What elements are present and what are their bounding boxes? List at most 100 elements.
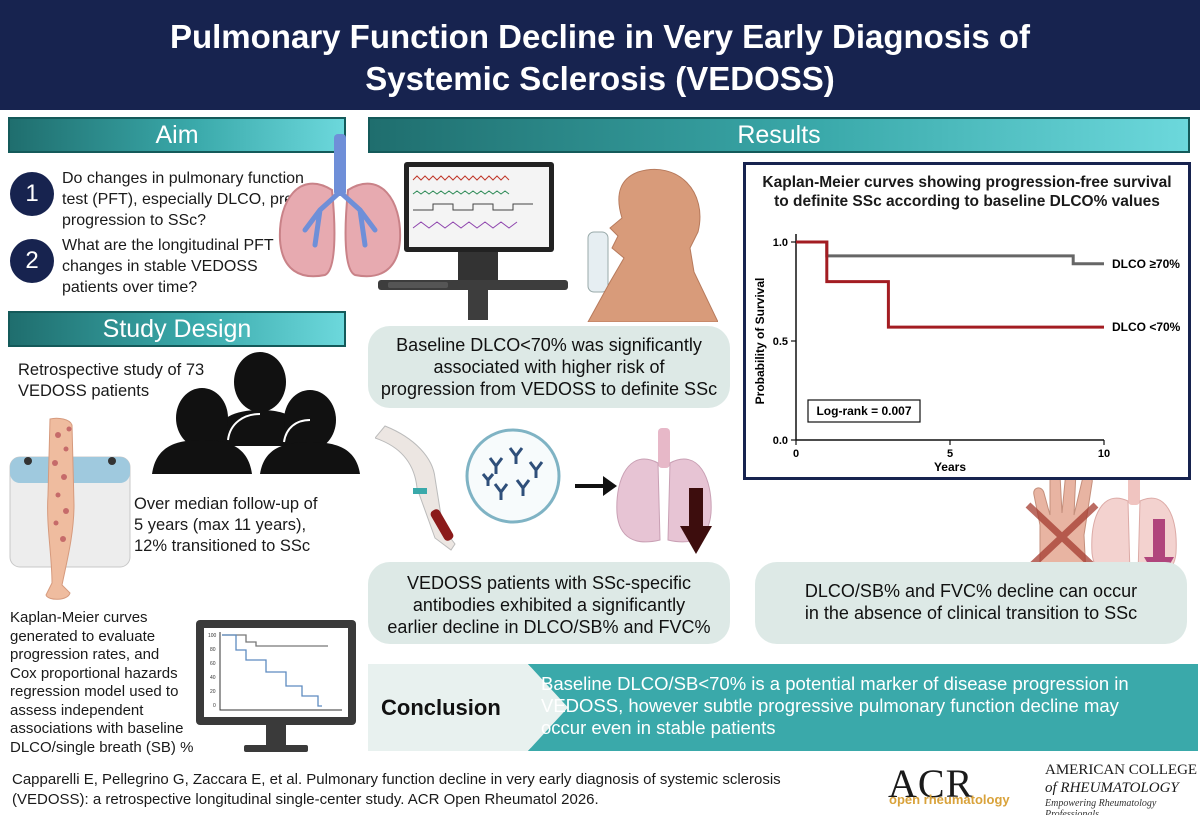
finding-2-line: antibodies exhibited a significantly — [412, 595, 686, 615]
aim-item-1-line: progression to SSc? — [62, 212, 207, 229]
methods-text: Kaplan-Meier curves generated to evaluat… — [10, 609, 210, 757]
keyboard-icon — [388, 282, 448, 288]
mini-tick: 0 — [213, 703, 216, 709]
methods-line: associations with baseline — [10, 720, 184, 737]
acr-open-rheumatology-logo: open rheumatology — [889, 792, 1010, 807]
mini-tick: 40 — [210, 675, 216, 681]
methods-line: generated to evaluate — [10, 627, 156, 645]
methods-line: regression model used to — [10, 683, 179, 700]
aim-item-1-line: test (PFT), especially DLCO, predict — [62, 191, 319, 208]
finding-3-bubble: DLCO/SB% and FVC% decline can occur in t… — [755, 562, 1187, 644]
lung-icon — [616, 458, 661, 543]
conclusion-background — [368, 664, 1198, 751]
citation: Capparelli E, Pellegrino G, Zaccara E, e… — [12, 770, 872, 810]
conclusion-label: Conclusion — [381, 695, 501, 720]
km-title-line: to definite SSc according to baseline DL… — [774, 193, 1160, 210]
title-line-2: Systemic Sclerosis (VEDOSS) — [365, 60, 835, 97]
hand-lungs-illustration — [1025, 465, 1177, 583]
conclusion-line: VEDOSS, however subtle progressive pulmo… — [541, 695, 1119, 716]
km-chart-title: Kaplan-Meier curves showing progression-… — [746, 173, 1188, 211]
aim-number-2: 2 — [10, 239, 54, 283]
x-tick-label: 0 — [793, 448, 799, 460]
antibody-illustration — [375, 425, 712, 554]
finding-3-line: in the absence of clinical transition to… — [804, 603, 1138, 623]
results-heading-bar: Results — [368, 117, 1190, 153]
series-label: DLCO ≥70% — [1112, 257, 1180, 271]
x-tick-label: 5 — [947, 448, 953, 460]
college-logo-line1: AMERICAN COLLEGE — [1045, 762, 1198, 778]
retrospective-text: Retrospective study of 73 VEDOSS patient… — [18, 360, 238, 402]
acr-logo: ACR — [888, 761, 974, 806]
pft-illustration — [378, 162, 718, 322]
methods-line: Cox proportional hazards — [10, 664, 178, 682]
km-chart: 0 5 10 0.0 0.5 1.0 Years Probability of Surviva… — [753, 234, 1181, 474]
results-heading: Results — [737, 121, 821, 149]
mini-tick: 60 — [210, 661, 216, 667]
y-tick-label: 0.5 — [773, 336, 788, 348]
calendar-leg-illustration — [9, 417, 131, 600]
y-tick-label: 0.0 — [773, 435, 788, 447]
mini-tick: 80 — [210, 647, 216, 653]
followup-line: Over median follow-up of — [134, 495, 318, 513]
spirometer-icon — [587, 231, 609, 293]
antibody-circle — [465, 428, 561, 524]
followup-line: 12% transitioned to SSc — [134, 537, 311, 555]
conclusion-text: Baseline DLCO/SB<70% is a potential mark… — [541, 673, 1200, 739]
conclusion-box: Conclusion Baseline DLCO/SB<70% is a pot… — [368, 664, 1198, 751]
y-tick-label: 1.0 — [773, 237, 788, 249]
retrospective-line: VEDOSS patients — [18, 382, 150, 400]
blood-tube-icon — [430, 509, 454, 541]
x-axis-label: Years — [934, 460, 966, 474]
y-axis-label: Probability of Survival — [753, 278, 767, 405]
finding-2-line: VEDOSS patients with SSc-specific — [406, 573, 692, 593]
title-line-1: Pulmonary Function Decline in Very Early… — [169, 18, 1031, 55]
study-design-heading: Study Design — [102, 315, 252, 343]
aim-item-1-line: Do changes in pulmonary function — [62, 170, 304, 187]
finding-1-bubble: Baseline DLCO<70% was significantly asso… — [368, 326, 730, 408]
aim-heading: Aim — [155, 121, 199, 149]
km-title-line: Kaplan-Meier curves showing progression-… — [762, 174, 1172, 191]
citation-line: Capparelli E, Pellegrino G, Zaccara E, e… — [12, 771, 781, 788]
methods-line: Kaplan-Meier curves — [10, 609, 148, 626]
finding-1-line: associated with higher risk of — [433, 357, 665, 377]
monitor-illustration: 100 80 60 40 20 0 — [196, 620, 356, 752]
citation-line: (VEDOSS): a retrospective longitudinal s… — [12, 791, 599, 808]
patients-icon — [152, 352, 360, 474]
followup-line: 5 years (max 11 years), — [134, 516, 307, 534]
km-chart-panel: Kaplan-Meier curves showing progression-… — [743, 162, 1191, 480]
finding-1-line: Baseline DLCO<70% was significantly — [396, 335, 702, 355]
patient-head-icon — [587, 169, 718, 322]
x-tick-label: 10 — [1098, 448, 1110, 460]
methods-line: assess independent — [10, 701, 144, 719]
mini-tick: 100 — [208, 633, 217, 639]
aim-item-2: What are the longitudinal PFT changes in… — [62, 235, 332, 298]
aim-item-1: Do changes in pulmonary function test (P… — [62, 168, 332, 231]
logrank-annotation: Log-rank = 0.007 — [816, 404, 911, 418]
aim-item-2-line: patients over time? — [62, 279, 198, 296]
followup-text: Over median follow-up of 5 years (max 11… — [134, 494, 344, 557]
methods-line: progression rates, and — [10, 646, 160, 663]
leg-icon — [45, 417, 75, 600]
mini-tick: 20 — [210, 689, 216, 695]
finding-2-bubble: VEDOSS patients with SSc-specific antibo… — [368, 562, 730, 644]
aim-number-1: 1 — [10, 172, 54, 216]
header-banner: Pulmonary Function Decline in Very Early… — [0, 0, 1200, 110]
trachea-icon — [334, 134, 346, 196]
aim-item-2-line: changes in stable VEDOSS — [62, 258, 258, 275]
series-line-dlco-high — [796, 240, 1104, 266]
lungs-illustration — [278, 134, 402, 278]
college-logo-tagline: Empowering Rheumatology Professionals — [1045, 798, 1157, 815]
aim-heading-bar: Aim — [8, 117, 346, 153]
conclusion-line: Baseline DLCO/SB<70% is a potential mark… — [541, 673, 1129, 694]
retrospective-line: Retrospective study of 73 — [18, 361, 205, 379]
methods-line: DLCO/single breath (SB) % — [10, 738, 194, 756]
study-design-heading-bar: Study Design — [8, 311, 346, 347]
series-label: DLCO <70% — [1112, 320, 1181, 334]
arrow-icon — [603, 476, 617, 496]
finding-2-line: earlier decline in DLCO/SB% and FVC% — [387, 617, 711, 637]
finding-3-line: DLCO/SB% and FVC% decline can occur — [804, 581, 1138, 601]
finding-1-line: progression from VEDOSS to definite SSc — [380, 379, 718, 399]
conclusion-line: occur even in stable patients — [541, 717, 776, 738]
college-logo-line2: of RHEUMATOLOGY — [1045, 780, 1179, 796]
series-line-dlco-low — [796, 240, 1104, 329]
